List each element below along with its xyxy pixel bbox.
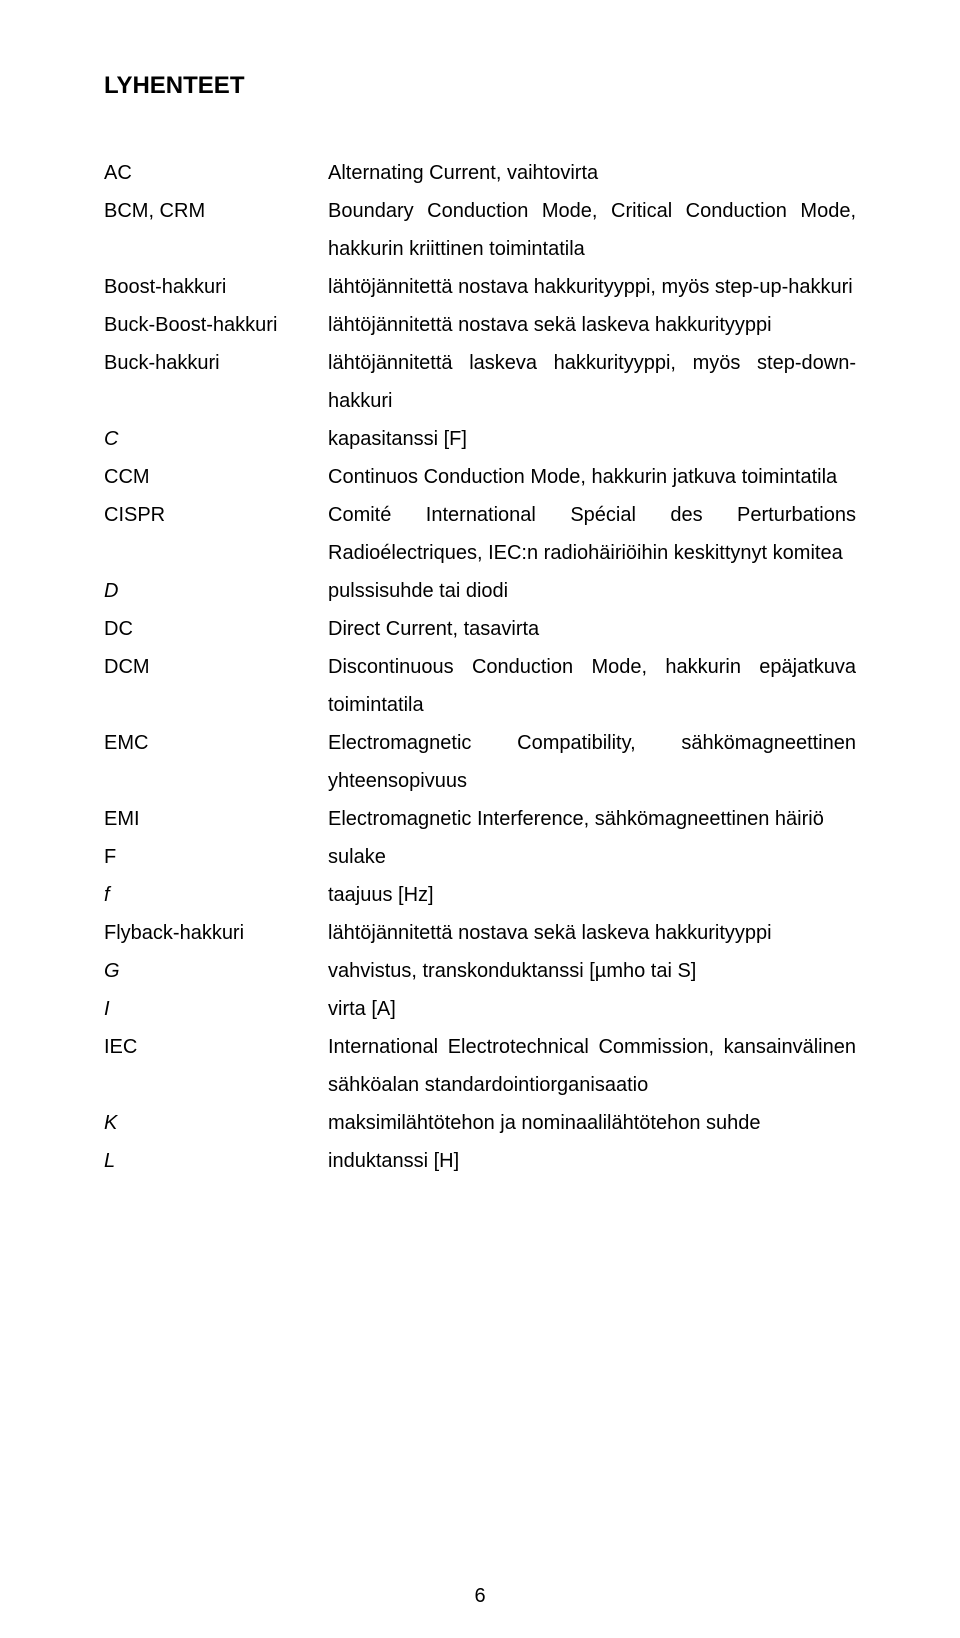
- definition: Discontinuous Conduction Mode, hakkurin …: [328, 648, 856, 724]
- list-item: Buck-Boost-hakkurilähtöjännitettä nostav…: [104, 306, 856, 344]
- list-item: CCMContinuos Conduction Mode, hakkurin j…: [104, 458, 856, 496]
- definition: Direct Current, tasavirta: [328, 610, 856, 648]
- definition: induktanssi [H]: [328, 1142, 856, 1180]
- list-item: Boost-hakkurilähtöjännitettä nostava hak…: [104, 268, 856, 306]
- list-item: DCDirect Current, tasavirta: [104, 610, 856, 648]
- term: IEC: [104, 1028, 328, 1066]
- term: I: [104, 990, 328, 1028]
- list-item: Ckapasitanssi [F]: [104, 420, 856, 458]
- list-item: BCM, CRMBoundary Conduction Mode, Critic…: [104, 192, 856, 268]
- definition: lähtöjännitettä nostava sekä laskeva hak…: [328, 914, 856, 952]
- abbreviation-list: ACAlternating Current, vaihtovirtaBCM, C…: [104, 154, 856, 1180]
- term: C: [104, 420, 328, 458]
- list-item: CISPRComité International Spécial des Pe…: [104, 496, 856, 572]
- term: F: [104, 838, 328, 876]
- definition: lähtöjännitettä nostava sekä laskeva hak…: [328, 306, 856, 344]
- term: Buck-Boost-hakkuri: [104, 306, 328, 344]
- definition: vahvistus, transkonduktanssi [µmho tai S…: [328, 952, 856, 990]
- term: Boost-hakkuri: [104, 268, 328, 306]
- page-number: 6: [0, 1585, 960, 1608]
- definition: Alternating Current, vaihtovirta: [328, 154, 856, 192]
- definition: Boundary Conduction Mode, Critical Condu…: [328, 192, 856, 268]
- definition: Comité International Spécial des Perturb…: [328, 496, 856, 572]
- term: K: [104, 1104, 328, 1142]
- list-item: EMIElectromagnetic Interference, sähköma…: [104, 800, 856, 838]
- term: AC: [104, 154, 328, 192]
- document-page: LYHENTEET ACAlternating Current, vaihtov…: [0, 0, 960, 1638]
- page-title: LYHENTEET: [104, 72, 856, 100]
- definition: kapasitanssi [F]: [328, 420, 856, 458]
- definition: Electromagnetic Interference, sähkömagne…: [328, 800, 856, 838]
- list-item: Flyback-hakkurilähtöjännitettä nostava s…: [104, 914, 856, 952]
- list-item: Ivirta [A]: [104, 990, 856, 1028]
- term: DC: [104, 610, 328, 648]
- list-item: Fsulake: [104, 838, 856, 876]
- list-item: Linduktanssi [H]: [104, 1142, 856, 1180]
- definition: virta [A]: [328, 990, 856, 1028]
- definition: lähtöjännitettä laskeva hakkurityyppi, m…: [328, 344, 856, 420]
- term: EMI: [104, 800, 328, 838]
- term: DCM: [104, 648, 328, 686]
- list-item: EMCElectromagnetic Compatibility, sähköm…: [104, 724, 856, 800]
- list-item: ftaajuus [Hz]: [104, 876, 856, 914]
- list-item: Buck-hakkurilähtöjännitettä laskeva hakk…: [104, 344, 856, 420]
- term: D: [104, 572, 328, 610]
- term: Flyback-hakkuri: [104, 914, 328, 952]
- definition: lähtöjännitettä nostava hakkurityyppi, m…: [328, 268, 856, 306]
- term: G: [104, 952, 328, 990]
- definition: pulssisuhde tai diodi: [328, 572, 856, 610]
- definition: maksimilähtötehon ja nominaalilähtötehon…: [328, 1104, 856, 1142]
- term: Buck-hakkuri: [104, 344, 328, 382]
- definition: Electromagnetic Compatibility, sähkömagn…: [328, 724, 856, 800]
- definition: Continuos Conduction Mode, hakkurin jatk…: [328, 458, 856, 496]
- definition: International Electrotechnical Commissio…: [328, 1028, 856, 1104]
- list-item: IECInternational Electrotechnical Commis…: [104, 1028, 856, 1104]
- term: BCM, CRM: [104, 192, 328, 230]
- term: CCM: [104, 458, 328, 496]
- term: EMC: [104, 724, 328, 762]
- list-item: DCMDiscontinuous Conduction Mode, hakkur…: [104, 648, 856, 724]
- term: L: [104, 1142, 328, 1180]
- list-item: Gvahvistus, transkonduktanssi [µmho tai …: [104, 952, 856, 990]
- list-item: ACAlternating Current, vaihtovirta: [104, 154, 856, 192]
- definition: sulake: [328, 838, 856, 876]
- list-item: Kmaksimilähtötehon ja nominaalilähtöteho…: [104, 1104, 856, 1142]
- term: CISPR: [104, 496, 328, 534]
- term: f: [104, 876, 328, 914]
- list-item: Dpulssisuhde tai diodi: [104, 572, 856, 610]
- definition: taajuus [Hz]: [328, 876, 856, 914]
